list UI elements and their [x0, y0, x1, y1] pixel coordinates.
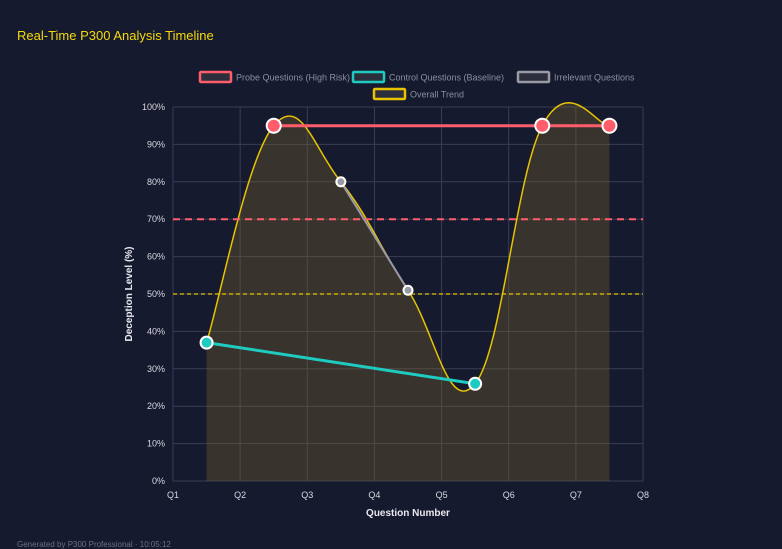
y-axis-label: Deception Level (%)	[124, 246, 135, 341]
legend-swatch	[351, 70, 386, 84]
legend-swatch	[372, 87, 407, 101]
series-line-1	[206, 341, 476, 386]
y-tick-label: 0%	[152, 476, 165, 486]
chart-title: Real-Time P300 Analysis Timeline	[17, 28, 214, 43]
x-tick-label: Q2	[234, 490, 246, 500]
x-tick-label: Q1	[167, 490, 179, 500]
x-tick-label: Q4	[368, 490, 380, 500]
data-point	[601, 117, 618, 134]
data-point	[534, 117, 551, 134]
footer-text: Generated by P300 Professional · 10:05:1…	[17, 540, 171, 549]
y-tick-label: 50%	[147, 289, 165, 299]
legend-label: Probe Questions (High Risk)	[236, 73, 350, 83]
series-line-2	[340, 181, 409, 291]
x-tick-label: Q8	[637, 490, 649, 500]
x-axis-label: Question Number	[366, 508, 450, 519]
x-tick-label: Q7	[570, 490, 582, 500]
x-tick-label: Q6	[503, 490, 515, 500]
legend-swatch	[198, 70, 233, 84]
y-tick-label: 60%	[147, 252, 165, 262]
legend-label: Control Questions (Baseline)	[389, 73, 504, 83]
y-tick-label: 100%	[142, 102, 165, 112]
x-tick-label: Q3	[301, 490, 313, 500]
legend-swatch	[516, 70, 551, 84]
data-point	[468, 376, 483, 391]
y-tick-label: 10%	[147, 439, 165, 449]
data-point	[265, 117, 282, 134]
y-tick-label: 40%	[147, 326, 165, 336]
y-tick-label: 90%	[147, 139, 165, 149]
y-tick-label: 20%	[147, 401, 165, 411]
legend-label: Irrelevant Questions	[554, 73, 635, 83]
data-point	[199, 335, 214, 350]
legend-label: Overall Trend	[410, 90, 464, 100]
y-tick-label: 80%	[147, 177, 165, 187]
data-point	[335, 176, 347, 188]
y-tick-label: 30%	[147, 364, 165, 374]
x-tick-label: Q5	[436, 490, 448, 500]
y-tick-label: 70%	[147, 214, 165, 224]
data-point	[402, 284, 414, 296]
